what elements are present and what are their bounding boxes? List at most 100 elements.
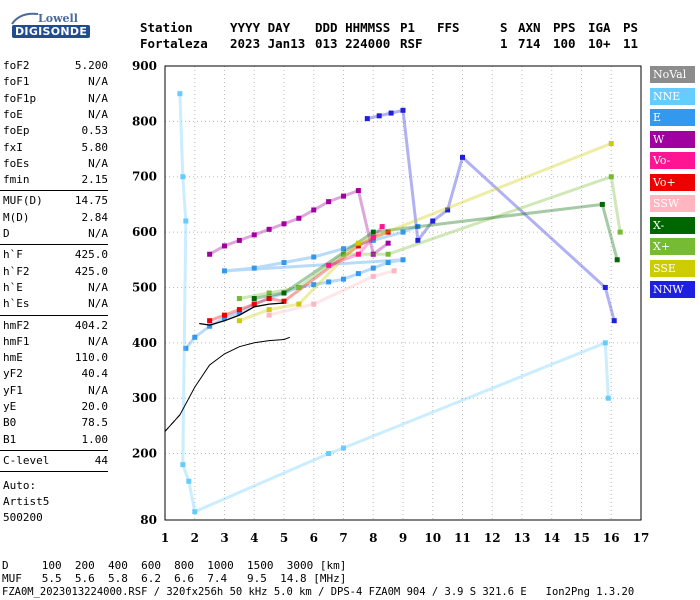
legend-item-noval: NoVal [650, 66, 695, 83]
param-name: MUF(D) [3, 194, 43, 208]
y-tick-label: 200 [132, 447, 157, 461]
data-point-w [296, 215, 302, 221]
param-value: 5.80 [81, 140, 109, 154]
data-point-vo [222, 312, 227, 318]
data-point-w [207, 251, 213, 257]
data-point-nnw [430, 218, 436, 224]
data-point-e [311, 282, 317, 288]
param-value: N/A [88, 297, 108, 311]
data-point-vo [379, 224, 385, 230]
x-tick-label: 1 [161, 531, 169, 545]
legend-item-w: W [650, 130, 695, 148]
param-value: 20.0 [81, 400, 109, 413]
data-point-w [236, 237, 242, 243]
y-tick-label: 600 [132, 225, 157, 239]
data-point-e [385, 260, 391, 266]
data-point-e [326, 279, 332, 285]
param-row-hf: h`F 425.0 [0, 247, 108, 263]
header-s-label: S [500, 20, 508, 35]
header-axn-label: AXN [518, 20, 541, 35]
data-point-x [614, 257, 620, 263]
param-row-hes: h`Es N/A [0, 296, 108, 312]
data-point-nne [180, 462, 186, 468]
param-value: N/A [88, 280, 108, 294]
param-value: 404.2 [74, 318, 108, 332]
header-time-value: 013 224000 [315, 36, 391, 51]
param-separator [0, 244, 108, 246]
param-name: M(D) [3, 210, 30, 224]
ionogram-chart: 1 2 3 4 5 6 7 8 9 10 11 12 13 14 15 16 17802003004005006… [132, 59, 649, 545]
param-value: N/A [88, 383, 108, 397]
data-point-nne [177, 91, 183, 97]
profile-extrapolation-dashed [164, 414, 181, 432]
data-trace-nne [178, 93, 610, 514]
param-name: h`E [3, 280, 23, 294]
param-value: 0.53 [81, 124, 109, 138]
header-station-label: Station [140, 20, 193, 35]
header-date-label: YYYY DAY [230, 20, 291, 35]
param-value: 425.0 [74, 264, 108, 278]
data-point-ssw [370, 273, 376, 279]
x-tick-label: 8 [369, 531, 377, 545]
x-tick-label: 13 [514, 531, 531, 545]
param-value: 78.5 [81, 416, 109, 430]
param-name: foEp [3, 124, 30, 138]
parameters-panel: foF2 5.200 foF1 N/A foF1p N/A foE N/A foEp 0.53 fx… [0, 58, 110, 528]
x-tick-label: 14 [543, 531, 560, 545]
data-point-nnw [460, 154, 465, 160]
data-point-x [296, 284, 302, 290]
data-point-sse [236, 318, 242, 324]
param-value: 1.00 [81, 432, 109, 446]
header-ps-value: 11 [623, 36, 639, 51]
param-name: foE [3, 107, 23, 121]
data-point-e [222, 315, 227, 321]
y-tick-label: 500 [132, 280, 157, 294]
data-point-x [608, 174, 614, 180]
data-point-e [355, 271, 361, 277]
data-point-nnw [400, 107, 406, 113]
param-value: 44 [94, 453, 108, 467]
data-trace-vo [209, 230, 389, 323]
data-point-w [370, 251, 376, 257]
data-point-nnw [602, 284, 608, 290]
data-point-w [266, 226, 272, 232]
param-name: B1 [3, 432, 17, 446]
data-point-nne [602, 340, 608, 346]
data-point-nne [186, 478, 192, 484]
header-iga-value: 10+ [588, 36, 611, 51]
param-name: h`F2 [3, 264, 30, 278]
param-value: N/A [88, 75, 108, 89]
data-point-vo [355, 243, 361, 249]
header-pps-label: PPS [553, 20, 576, 35]
param-name: h`Es [3, 297, 30, 311]
param-row-foes: foEs N/A [0, 156, 108, 172]
header-ps-label: PS [623, 20, 639, 35]
param-row-hmf1: hmF1 N/A [0, 334, 108, 350]
param-name: B0 [3, 416, 17, 430]
param-value: 2.84 [81, 210, 109, 224]
param-name: fxI [3, 140, 23, 154]
scaler-label: Auto: [3, 479, 37, 493]
x-tick-label: 4 [250, 531, 258, 545]
data-point-nne [326, 451, 332, 457]
param-row-b1: B1 1.00 [0, 432, 108, 448]
data-trace-e [184, 225, 419, 350]
data-point-e [183, 345, 189, 351]
data-point-x [617, 229, 623, 235]
param-row-md: M(D) 2.84 [0, 210, 108, 226]
header-date-value: 2023 Jan13 [230, 36, 306, 51]
x-tick-label: 11 [454, 531, 471, 545]
data-point-vo [385, 229, 391, 235]
header-ffs-label: FFS [437, 20, 460, 35]
data-point-nne [183, 218, 189, 224]
data-point-nnw [445, 207, 451, 213]
data-point-vo [207, 318, 213, 324]
data-point-nne [605, 395, 611, 401]
param-row-clevel: C-level 44 [0, 453, 108, 469]
data-trace-w [208, 188, 389, 257]
data-point-e [341, 246, 346, 252]
param-row-ye: yE 20.0 [0, 399, 108, 415]
param-name: hmF2 [3, 318, 30, 332]
data-point-e [400, 229, 406, 235]
header-block: Station Fortaleza YYYY DAY 2023 Jan13 DD… [140, 20, 660, 52]
